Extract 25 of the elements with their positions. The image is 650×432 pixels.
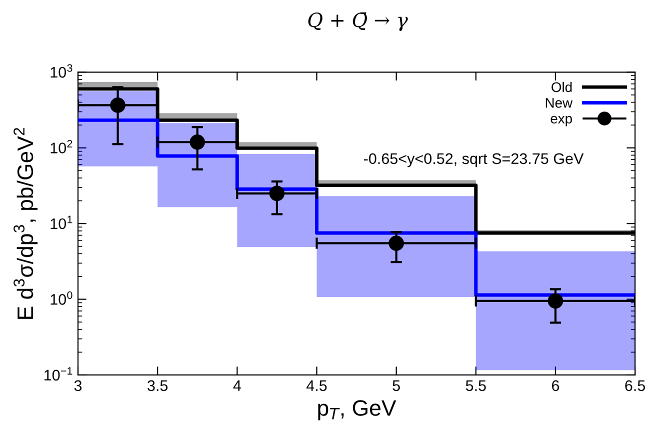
x-tick-label: 4 <box>233 380 241 391</box>
x-tick-label: 3 <box>74 380 82 392</box>
x-tick-label: 6 <box>552 380 560 392</box>
annotation: -0.65<y<0.52, sqrt S=23.75 GeV <box>364 153 584 168</box>
y-tick-label: 10$^{−1}$ <box>44 367 72 381</box>
x-tick-label: 6.5 <box>625 380 646 392</box>
point <box>388 236 404 251</box>
chart-title: Q + Q̄ → γ <box>308 12 408 31</box>
y-axis-title: E d$^{3}$σ/dp$^{3}$, pb/GeV$^{2}$ <box>14 128 38 319</box>
x-tick-label: 4.5 <box>306 380 327 392</box>
point <box>548 293 564 309</box>
point <box>190 134 206 150</box>
y-tick-label: 10$^{3}$ <box>50 64 72 78</box>
legend-label: New <box>546 98 573 108</box>
point <box>269 186 285 202</box>
x-tick-label: 5.5 <box>466 380 486 392</box>
x-tick-label: 3.5 <box>148 380 168 392</box>
x-axis-title: p$_{T}$, GeV <box>318 400 396 420</box>
point <box>110 98 126 113</box>
legend-label: Old <box>552 82 572 92</box>
legend-label: exp <box>550 116 572 126</box>
x-tick-label: 5 <box>392 380 400 392</box>
y-tick-label: 10$^{2}$ <box>50 140 72 154</box>
y-tick-label: 10$^{1}$ <box>50 216 72 230</box>
y-tick-label: 10$^{0}$ <box>50 291 72 305</box>
